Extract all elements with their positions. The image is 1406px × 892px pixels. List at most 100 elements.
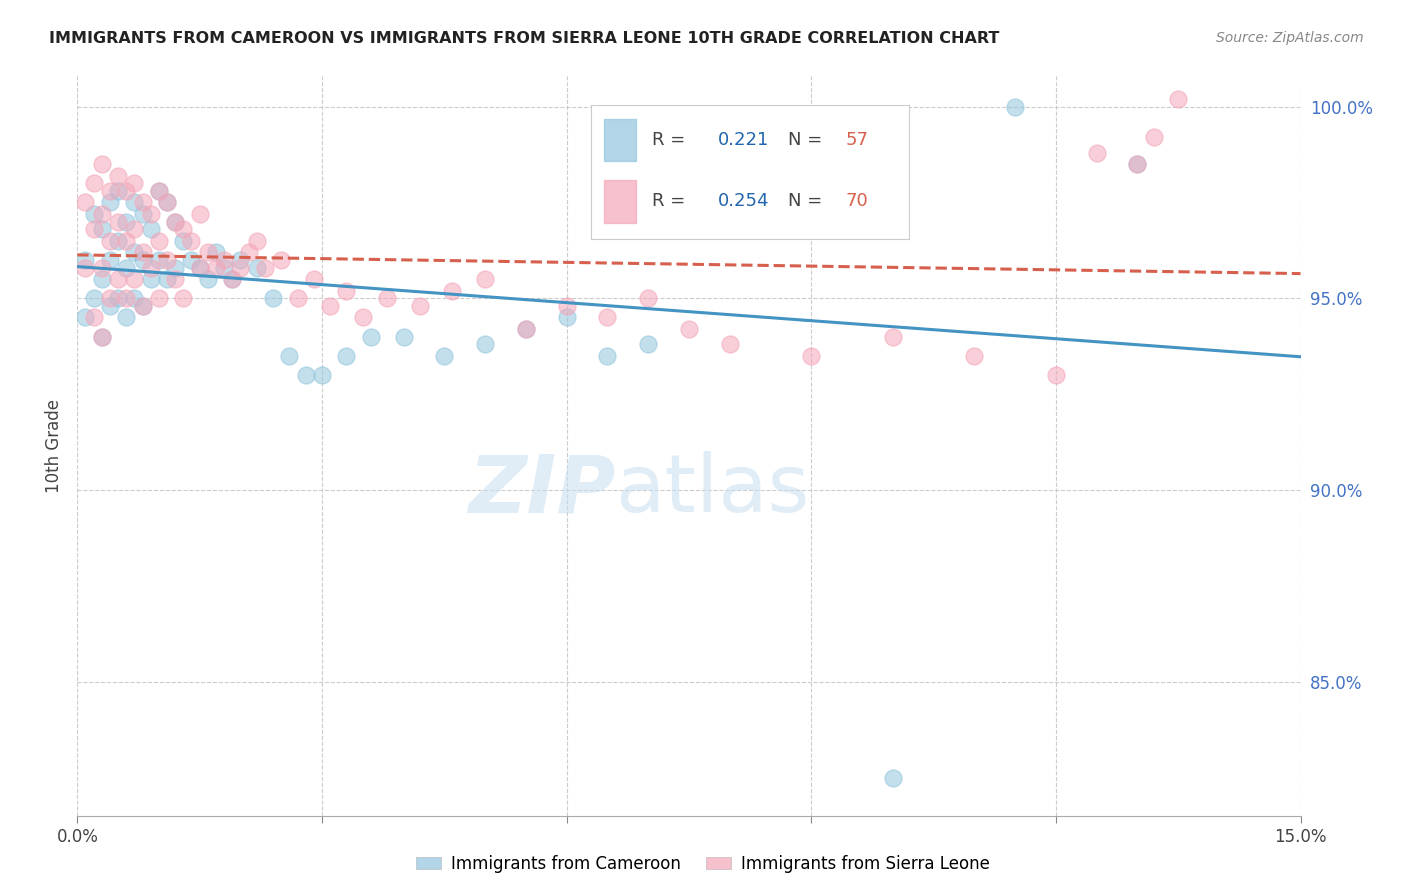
- Point: [474, 272, 496, 286]
- Point: [221, 272, 243, 286]
- Point: [229, 252, 252, 267]
- Point: [205, 260, 228, 275]
- Legend: Immigrants from Cameroon, Immigrants from Sierra Leone: Immigrants from Cameroon, Immigrants fro…: [409, 848, 997, 880]
- Point: [197, 272, 219, 286]
- Point: [515, 322, 537, 336]
- Point: [637, 337, 659, 351]
- Point: [409, 299, 432, 313]
- Point: [172, 291, 194, 305]
- Point: [319, 299, 342, 313]
- Point: [882, 771, 904, 785]
- Point: [180, 234, 202, 248]
- Point: [139, 207, 162, 221]
- Point: [165, 214, 187, 228]
- Point: [90, 222, 112, 236]
- Point: [205, 245, 228, 260]
- Point: [1045, 368, 1067, 382]
- Point: [156, 195, 179, 210]
- Point: [90, 329, 112, 343]
- Point: [139, 222, 162, 236]
- Point: [148, 184, 170, 198]
- Point: [98, 252, 121, 267]
- Point: [287, 291, 309, 305]
- Point: [148, 184, 170, 198]
- Point: [188, 260, 211, 275]
- Point: [124, 195, 146, 210]
- Point: [107, 291, 129, 305]
- Point: [963, 349, 986, 363]
- Point: [107, 272, 129, 286]
- Text: IMMIGRANTS FROM CAMEROON VS IMMIGRANTS FROM SIERRA LEONE 10TH GRADE CORRELATION : IMMIGRANTS FROM CAMEROON VS IMMIGRANTS F…: [49, 31, 1000, 46]
- Point: [90, 207, 112, 221]
- Point: [98, 195, 121, 210]
- Point: [197, 245, 219, 260]
- Point: [90, 329, 112, 343]
- Point: [678, 322, 700, 336]
- Point: [1004, 99, 1026, 113]
- Point: [148, 252, 170, 267]
- Point: [360, 329, 382, 343]
- Point: [83, 176, 105, 190]
- Text: atlas: atlas: [616, 451, 810, 530]
- Point: [139, 272, 162, 286]
- Point: [131, 207, 153, 221]
- Point: [131, 299, 153, 313]
- Point: [555, 310, 578, 325]
- Point: [90, 260, 112, 275]
- Point: [115, 291, 138, 305]
- Point: [188, 207, 211, 221]
- Point: [596, 349, 619, 363]
- Point: [800, 207, 823, 221]
- Point: [115, 214, 138, 228]
- Point: [124, 222, 146, 236]
- Point: [131, 245, 153, 260]
- Point: [441, 284, 464, 298]
- Point: [515, 322, 537, 336]
- Point: [294, 368, 316, 382]
- Point: [90, 157, 112, 171]
- Point: [156, 195, 179, 210]
- Point: [800, 349, 823, 363]
- Point: [98, 299, 121, 313]
- Point: [75, 260, 97, 275]
- Point: [115, 310, 138, 325]
- Point: [107, 184, 129, 198]
- Point: [1143, 130, 1166, 145]
- Point: [596, 310, 619, 325]
- Point: [83, 310, 105, 325]
- Point: [165, 214, 187, 228]
- Point: [392, 329, 415, 343]
- Point: [311, 368, 333, 382]
- Point: [1085, 145, 1108, 160]
- Point: [718, 337, 741, 351]
- Point: [124, 291, 146, 305]
- Point: [302, 272, 325, 286]
- Point: [238, 245, 260, 260]
- Point: [262, 291, 284, 305]
- Point: [131, 252, 153, 267]
- Point: [555, 299, 578, 313]
- Text: ZIP: ZIP: [468, 451, 616, 530]
- Point: [75, 310, 97, 325]
- Point: [172, 234, 194, 248]
- Point: [107, 234, 129, 248]
- Point: [246, 260, 269, 275]
- Y-axis label: 10th Grade: 10th Grade: [45, 399, 63, 493]
- Point: [98, 234, 121, 248]
- Point: [131, 195, 153, 210]
- Point: [139, 260, 162, 275]
- Point: [1167, 92, 1189, 106]
- Point: [270, 252, 292, 267]
- Point: [165, 260, 187, 275]
- Point: [75, 195, 97, 210]
- Point: [637, 291, 659, 305]
- Point: [156, 272, 179, 286]
- Point: [148, 234, 170, 248]
- Point: [90, 272, 112, 286]
- Point: [229, 260, 252, 275]
- Point: [172, 222, 194, 236]
- Point: [165, 272, 187, 286]
- Point: [75, 252, 97, 267]
- Point: [98, 291, 121, 305]
- Point: [83, 291, 105, 305]
